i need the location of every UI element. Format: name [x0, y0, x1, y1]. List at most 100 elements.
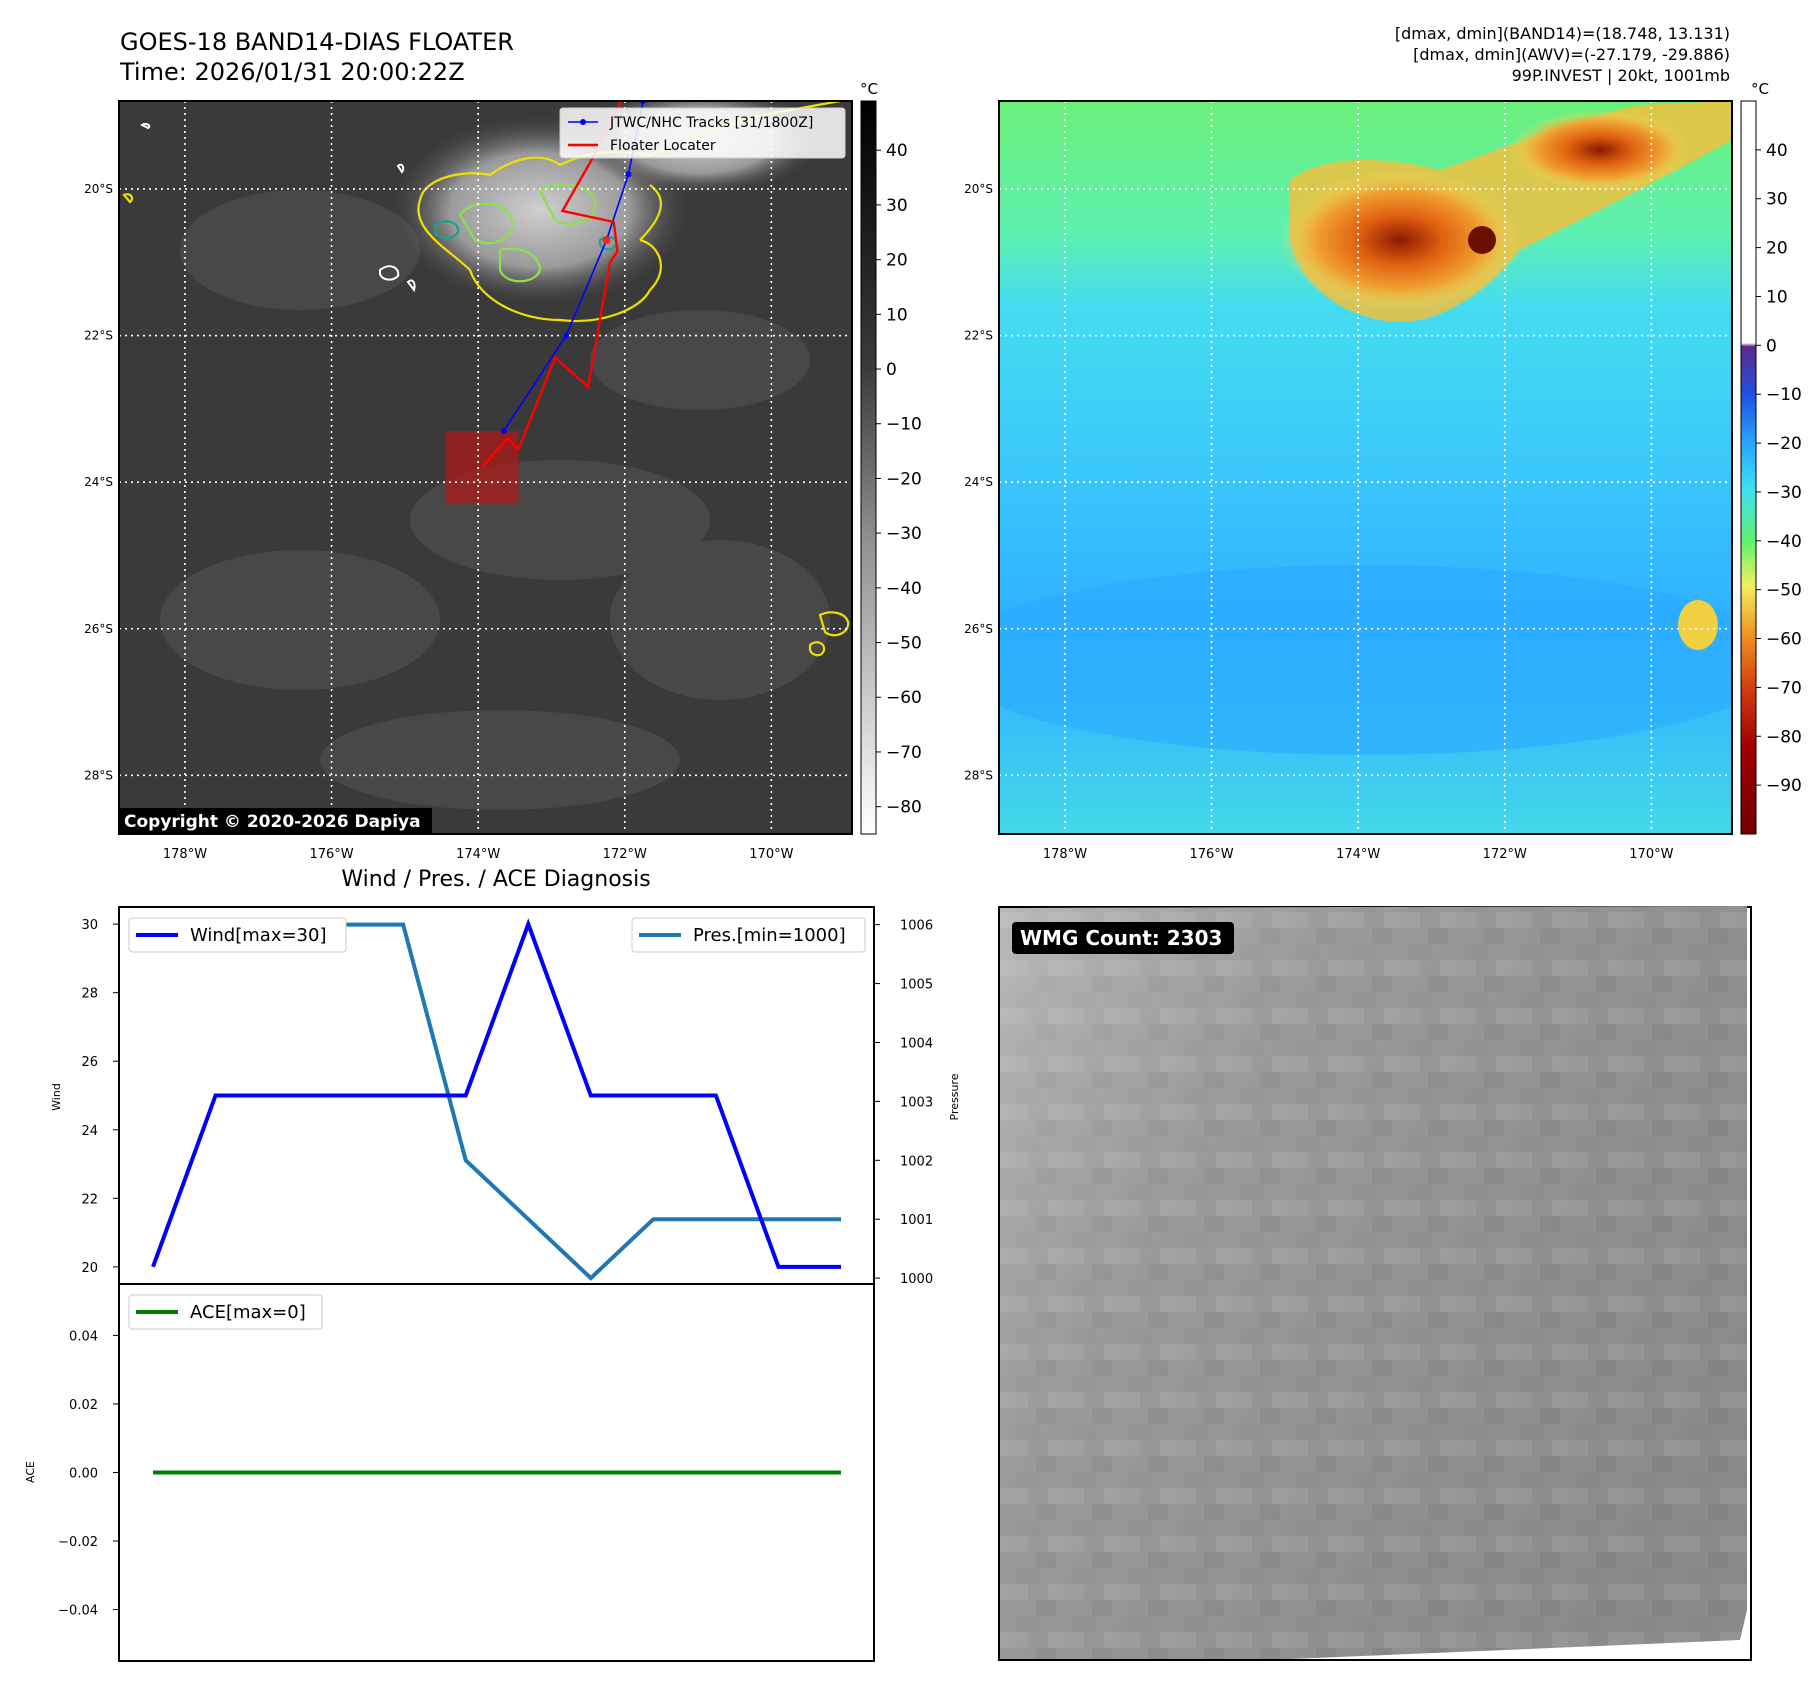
- wind-legend: Wind[max=30]: [128, 917, 347, 953]
- ir-gridlines: [119, 101, 852, 834]
- wv-lon-label: 176°W: [1189, 847, 1233, 862]
- wind-yticks: 20 22 24 26 28 30: [81, 918, 119, 1276]
- ir-colorbar-tick-label: 0: [886, 360, 897, 380]
- wv-colorbar-tick-label: −30: [1766, 483, 1802, 503]
- wind-ylabel: Wind: [50, 1083, 63, 1111]
- pres-yticks: 1000 1001 1002 1003 1004 1005 1006: [874, 919, 933, 1287]
- jtwc-track-point: [563, 332, 570, 339]
- ir-colorbar-tick-label: 20: [886, 251, 908, 271]
- wind-legend-frame: [128, 917, 347, 953]
- legend-track-dot: [580, 119, 586, 125]
- ace-yticks: 0.04 0.02 0.00 −0.02 −0.04: [58, 1329, 119, 1619]
- ir-lat-label: 28°S: [84, 768, 113, 782]
- ir-colorbar-tick-label: 10: [886, 305, 908, 325]
- dmax-marker: [602, 236, 611, 245]
- diagnosis-title: Wind / Pres. / ACE Diagnosis: [341, 867, 650, 892]
- ace-legend-frame: [128, 1294, 323, 1330]
- ace-ylabel: ACE: [24, 1461, 37, 1483]
- wmg-panel: WMG Count: 2303: [998, 906, 1752, 1661]
- ir-colorbar-ramp: [860, 100, 877, 835]
- copyright-badge: [119, 808, 432, 833]
- figure-title: GOES-18 BAND14-DIAS FLOATER: [120, 28, 514, 56]
- wv-colorbar-tick-label: −40: [1766, 532, 1802, 552]
- ir-lat-label: 22°S: [84, 329, 113, 343]
- pressure-ytick-label: 1004: [900, 1036, 933, 1051]
- ir-colorbar-tick-label: −70: [886, 743, 922, 763]
- wv-colorbar-tick-label: 40: [1766, 141, 1788, 161]
- wv-colorbar-tick-label: −60: [1766, 630, 1802, 650]
- ir-colorbar-tick-label: 40: [886, 141, 908, 161]
- wv-lat-label: 28°S: [964, 768, 993, 782]
- wv-colorbar-tick-label: −50: [1766, 581, 1802, 601]
- ir-lon-label: 170°W: [749, 847, 793, 862]
- copyright-text: Copyright © 2020-2026 Dapiya: [124, 812, 421, 832]
- wv-colorbar-tick-label: 30: [1766, 190, 1788, 210]
- ir-lon-label: 174°W: [456, 847, 500, 862]
- legend-track-label: JTWC/NHC Tracks [31/1800Z]: [609, 115, 813, 131]
- ir-lon-label: 178°W: [163, 847, 207, 862]
- wv-colorbar-unit: °C: [1751, 80, 1769, 98]
- wv-lat-label: 24°S: [964, 475, 993, 489]
- wv-dmin-spot: [1468, 226, 1496, 254]
- wv-colorbar-ticks: 40 30 20 10 0 −10 −20 −30 −40 −50 −60 −70 −80 −90: [1756, 141, 1802, 796]
- wind-ytick-label: 28: [81, 987, 98, 1002]
- wv-colorbar-tick-label: −70: [1766, 678, 1802, 698]
- jtwc-track-point: [500, 427, 507, 434]
- ace-chart: 0.04 0.02 0.00 −0.02 −0.04 ACE ACE[max=0]: [24, 1283, 875, 1662]
- pressure-ytick-label: 1001: [900, 1213, 933, 1228]
- wv-colorbar-tick-label: 20: [1766, 239, 1788, 259]
- ir-lon-label: 172°W: [603, 847, 647, 862]
- ir-colorbar-tick-label: −30: [886, 524, 922, 544]
- ace-ytick-label: 0.04: [69, 1329, 98, 1344]
- floater-locater-line: [480, 101, 623, 469]
- wind-series-line: [151, 918, 841, 1269]
- ace-ytick-label: −0.02: [58, 1535, 98, 1550]
- ace-legend: ACE[max=0]: [128, 1294, 323, 1330]
- wind-ytick-label: 30: [81, 918, 98, 933]
- ace-ytick-label: −0.04: [58, 1604, 98, 1619]
- wv-lon-label: 170°W: [1629, 847, 1673, 862]
- pressure-legend-label: Pres.[min=1000]: [693, 925, 846, 946]
- ir-colorbar-unit: °C: [860, 80, 878, 98]
- wv-colorbar-ramp: [1740, 100, 1757, 835]
- ir-lat-labels: 20°S 22°S 24°S 26°S 28°S: [84, 182, 113, 782]
- wv-frame: [998, 100, 1733, 835]
- ir-colorbar-tick-label: −50: [886, 634, 922, 654]
- pressure-legend-frame: [631, 917, 866, 953]
- wmg-count-badge: [1012, 922, 1234, 954]
- wv-patch-se: [1678, 600, 1718, 650]
- pressure-ytick-label: 1006: [900, 919, 933, 934]
- wv-colorbar-tick-label: −80: [1766, 727, 1802, 747]
- ir-colorbar-tick-label: −60: [886, 688, 922, 708]
- wmg-count-label: WMG Count: 2303: [1020, 926, 1222, 950]
- wv-lat-labels: 20°S 22°S 24°S 26°S 28°S: [964, 182, 993, 782]
- ir-lon-labels: 178°W 176°W 174°W 172°W 170°W: [163, 847, 794, 862]
- stats-line-2: [dmax, dmin](AWV)=(-27.179, -29.886): [1413, 45, 1730, 64]
- ir-contours: [122, 101, 850, 657]
- stats-line-1: [dmax, dmin](BAND14)=(18.748, 13.131): [1395, 24, 1730, 43]
- ir-colorbar-tick-label: 30: [886, 196, 908, 216]
- ir-colorbar-tick-label: −40: [886, 579, 922, 599]
- wv-lat-label: 26°S: [964, 622, 993, 636]
- ir-lat-label: 24°S: [84, 475, 113, 489]
- legend-frame: [559, 107, 846, 159]
- wv-gridlines: [999, 101, 1732, 834]
- wv-lon-label: 174°W: [1336, 847, 1380, 862]
- ace-ytick-label: 0.00: [69, 1467, 98, 1482]
- pressure-ytick-label: 1005: [900, 978, 933, 993]
- ir-colorbar-tick-label: −10: [886, 415, 922, 435]
- wind-ytick-label: 20: [81, 1261, 98, 1276]
- wv-colorbar-tick-label: −90: [1766, 776, 1802, 796]
- pressure-ytick-label: 1002: [900, 1154, 933, 1169]
- wv-storm-core-2: [1510, 110, 1690, 190]
- ir-lat-label: 26°S: [84, 622, 113, 636]
- pressure-ytick-label: 1003: [900, 1095, 933, 1110]
- wv-colorbar: °C 40 30 20 10 0 −10 −20 −30 −40 −50 −60 −70 −80 −90: [1740, 80, 1802, 835]
- wv-lon-labels: 178°W 176°W 174°W 172°W 170°W: [1043, 847, 1674, 862]
- wv-colorbar-tick-label: 10: [1766, 287, 1788, 307]
- ir-panel: 178°W 176°W 174°W 172°W 170°W 20°S 22°S 24°S 26…: [84, 100, 853, 862]
- jtwc-track-point: [625, 171, 632, 178]
- wv-lat-label: 22°S: [964, 329, 993, 343]
- pressure-ylabel: Pressure: [948, 1073, 961, 1120]
